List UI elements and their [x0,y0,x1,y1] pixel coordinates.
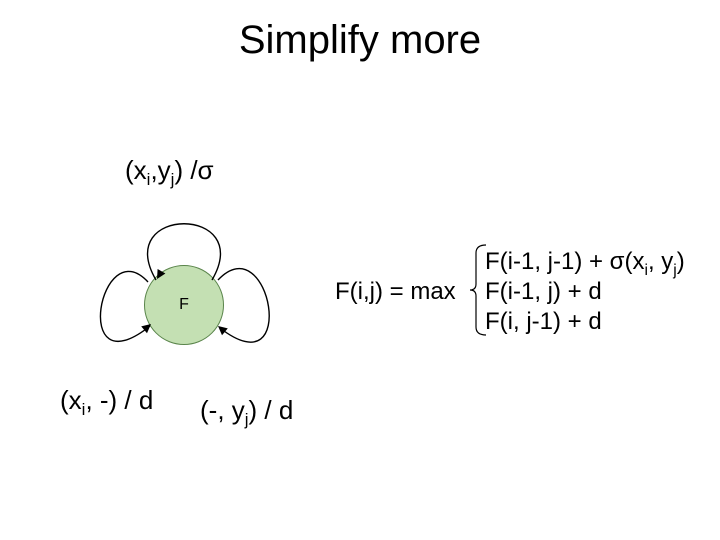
equation-line-0: F(i-1, j-1) + σ(xi, yj) [485,248,685,280]
state-node-label: F [179,296,189,314]
equation-lhs: F(i,j) = max [335,278,456,306]
page-title: Simplify more [0,18,720,63]
stage: Simplify more F (xi,yj) /σ (xi, -) / d (… [0,0,720,540]
loop-label-left: (xi, -) / d [60,385,153,420]
loop-label-right: (-, yj) / d [200,395,293,430]
equation-line-2: F(i, j-1) + d [485,308,602,336]
equation-line-1: F(i-1, j) + d [485,278,602,306]
loop-label-top: (xi,yj) /σ [125,155,214,190]
loop-right-arc [218,269,269,343]
state-node-f: F [144,265,224,345]
equation-brace [470,245,486,335]
